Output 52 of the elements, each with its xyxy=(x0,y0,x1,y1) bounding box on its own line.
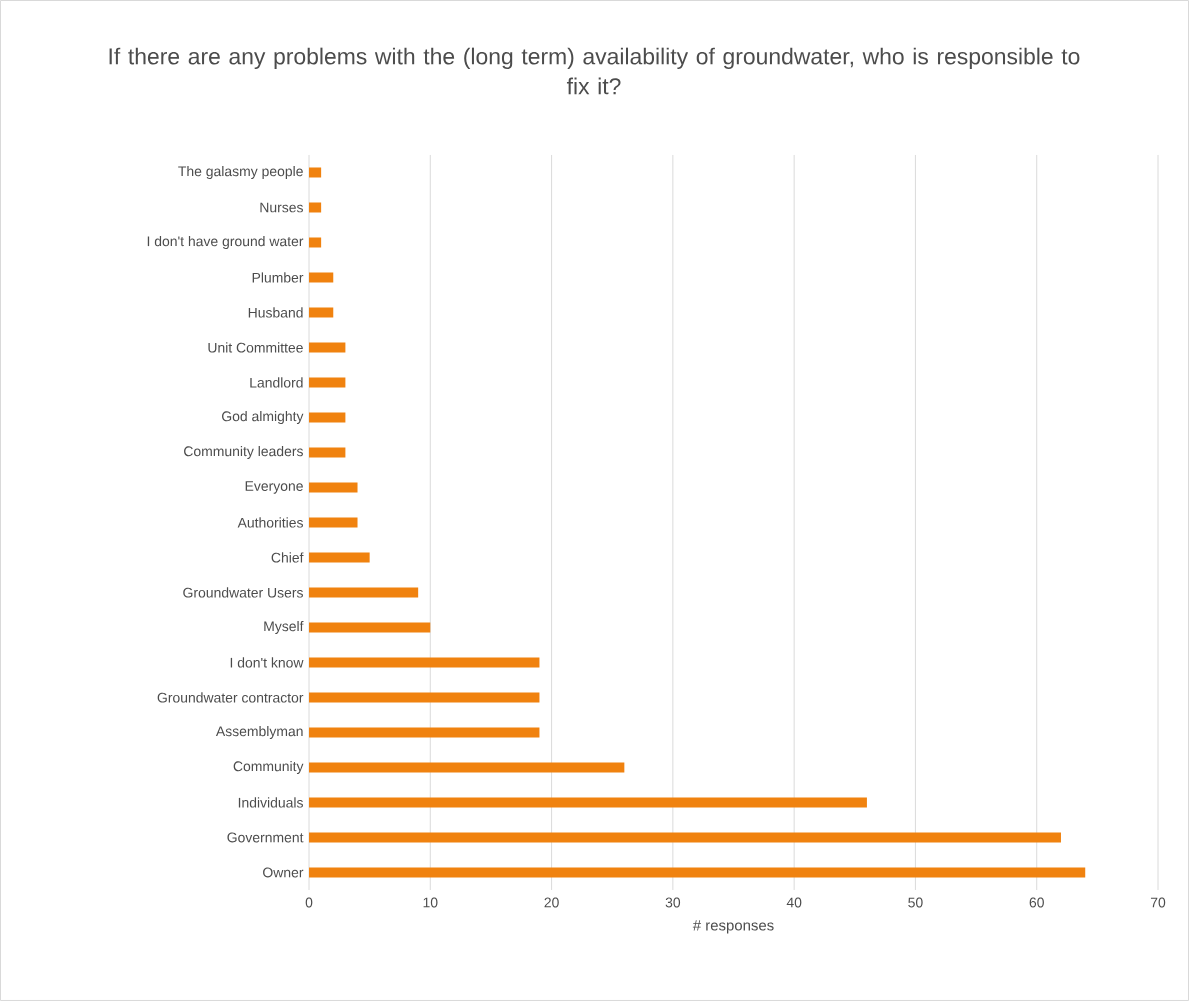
bar xyxy=(309,342,346,353)
y-tick-label: Landlord xyxy=(250,377,303,388)
bar xyxy=(309,167,322,178)
y-tick-label: The galasmy people xyxy=(178,165,303,179)
bar xyxy=(309,552,370,563)
x-tick-label: 60 xyxy=(1029,897,1044,908)
y-tick-label: I don't have ground water xyxy=(147,235,304,249)
chart-title: If there are any problems with the (long term) availability of groundwater, who is responsible to fix it? xyxy=(109,47,1080,95)
x-axis-title: # responses xyxy=(692,920,774,934)
bar xyxy=(309,762,625,773)
y-tick-label: Assemblyman xyxy=(215,725,303,739)
bar xyxy=(309,307,334,318)
x-tick-label: 70 xyxy=(1150,897,1166,908)
bar xyxy=(309,482,358,493)
bar xyxy=(309,727,540,738)
x-tick-label: 30 xyxy=(665,897,681,908)
bar xyxy=(309,237,322,248)
x-tick-label: 20 xyxy=(544,897,559,908)
bar xyxy=(309,692,540,703)
y-tick-label: Everyone xyxy=(245,481,303,494)
y-tick-label: Owner xyxy=(263,867,304,878)
y-tick-label: Myself xyxy=(264,620,304,634)
y-tick-label: Husband xyxy=(248,307,303,318)
y-tick-label: Individuals xyxy=(238,797,303,808)
bar xyxy=(309,622,431,633)
y-tick-label: Community xyxy=(233,760,304,774)
y-tick-label: God almighty xyxy=(222,410,304,424)
y-tick-label: Community leaders xyxy=(184,445,303,459)
bar xyxy=(309,272,334,283)
bar xyxy=(309,657,540,668)
bar xyxy=(309,797,867,808)
y-tick-label: Unit Committee xyxy=(208,342,303,353)
y-tick-label: Chief xyxy=(271,552,304,563)
bar xyxy=(309,202,322,213)
bar xyxy=(309,447,346,458)
x-tick-label: 0 xyxy=(305,897,313,908)
y-tick-label: Groundwater Users xyxy=(183,587,303,598)
y-tick-label: I don't know xyxy=(230,657,304,668)
y-tick-label: Authorities xyxy=(237,517,303,528)
bar xyxy=(309,412,346,423)
x-tick-label: 40 xyxy=(786,897,802,908)
bar xyxy=(309,377,346,388)
y-tick-label: Nurses xyxy=(260,202,303,213)
bar xyxy=(309,832,1061,843)
y-tick-label: Plumber xyxy=(252,272,304,283)
bar xyxy=(309,867,1086,878)
x-tick-label: 10 xyxy=(423,897,438,908)
y-tick-label: Government xyxy=(227,832,304,843)
bar xyxy=(309,517,358,528)
y-tick-label: Groundwater contractor xyxy=(157,692,304,703)
bar xyxy=(309,587,419,598)
x-tick-label: 50 xyxy=(908,897,923,908)
